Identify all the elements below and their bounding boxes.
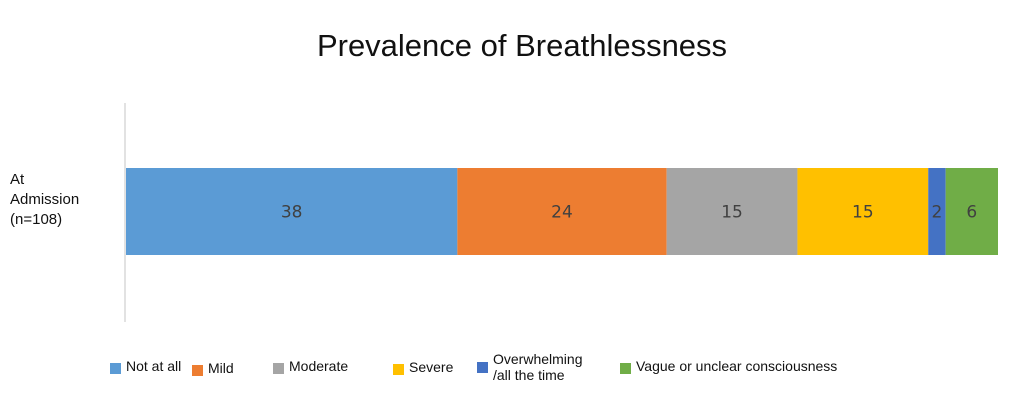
category-label-at-admission: At Admission (n=108) bbox=[10, 171, 80, 228]
legend-swatch-moderate bbox=[273, 363, 284, 374]
data-label-mild: 24 bbox=[551, 203, 573, 223]
legend-label-mild: Mild bbox=[208, 360, 234, 376]
legend-item-moderate: Moderate bbox=[273, 358, 348, 374]
legend-swatch-severe bbox=[393, 364, 404, 375]
data-label-severe: 15 bbox=[852, 203, 874, 223]
bar-data-labels: 38 24 15 15 2 6 bbox=[281, 203, 977, 223]
legend-item-not-at-all: Not at all bbox=[110, 358, 181, 374]
legend-label-moderate: Moderate bbox=[289, 358, 349, 374]
legend-swatch-not-at-all bbox=[110, 363, 121, 374]
legend-label-severe: Severe bbox=[409, 359, 454, 375]
data-label-vague-or-unclear-consciousness: 6 bbox=[966, 203, 977, 223]
legend-label-vague: Vague or unclear consciousness bbox=[636, 358, 838, 374]
legend-label-overwhelming: Overwhelming /all the time bbox=[493, 351, 583, 383]
legend-swatch-overwhelming bbox=[477, 362, 488, 373]
legend-item-severe: Severe bbox=[393, 359, 453, 375]
bar-segment-vague-or-unclear-consciousness bbox=[945, 168, 998, 255]
legend-swatch-mild bbox=[192, 365, 203, 376]
legend: Not at all Mild Moderate Severe Overwhel… bbox=[0, 350, 1024, 390]
legend-item-vague: Vague or unclear consciousness bbox=[620, 358, 837, 374]
data-label-not-at-all: 38 bbox=[281, 203, 303, 223]
legend-item-mild: Mild bbox=[192, 360, 234, 376]
legend-swatch-vague bbox=[620, 363, 631, 374]
chart-title: Prevalence of Breathlessness bbox=[316, 28, 728, 63]
stacked-bar-plot: 38 24 15 15 2 6 bbox=[124, 103, 998, 322]
bar-segment-moderate bbox=[666, 168, 798, 255]
bar-segments bbox=[126, 168, 998, 255]
bar-segment-severe bbox=[797, 168, 929, 255]
bar-segment-not-at-all bbox=[126, 168, 458, 255]
legend-label-not-at-all: Not at all bbox=[126, 358, 182, 374]
data-label-overwhelming-all-the-time: 2 bbox=[932, 203, 943, 223]
bar-segment-overwhelming-all-the-time bbox=[928, 168, 946, 255]
legend-item-overwhelming: Overwhelming /all the time bbox=[477, 351, 582, 383]
bar-segment-mild bbox=[457, 168, 667, 255]
data-label-moderate: 15 bbox=[721, 203, 743, 223]
